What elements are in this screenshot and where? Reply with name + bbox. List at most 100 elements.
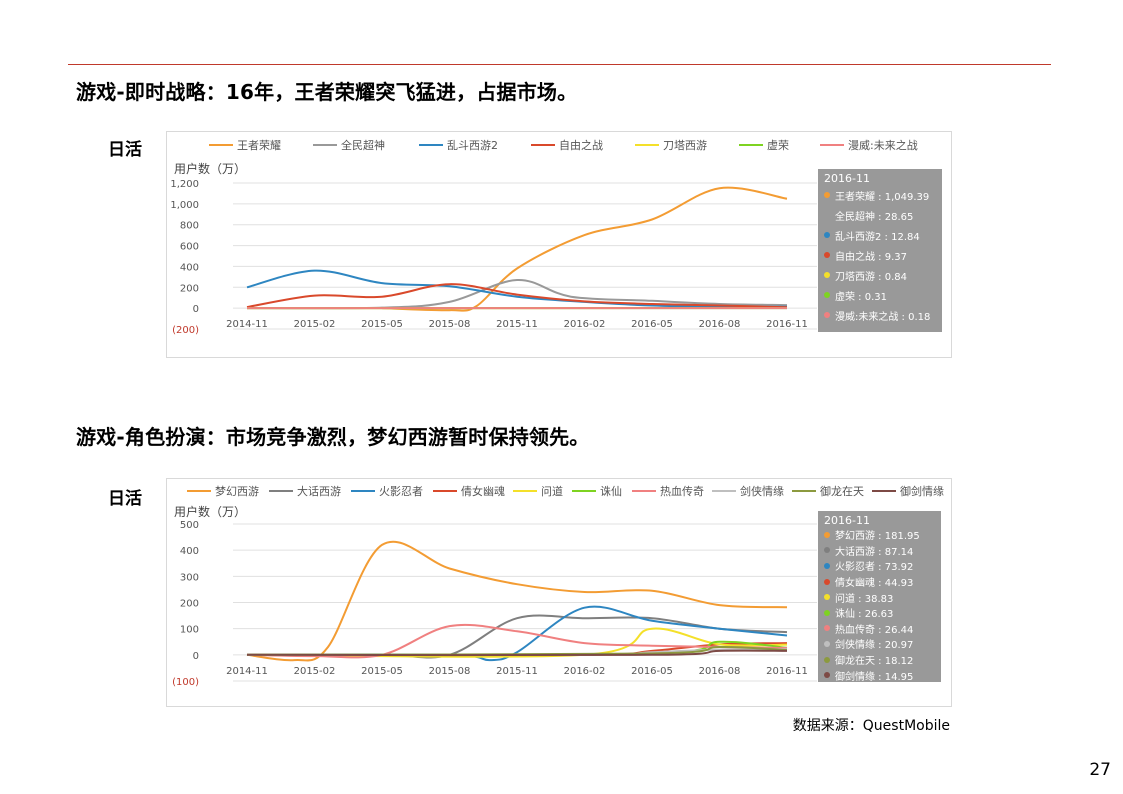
chart-rts-svg: 1,200 1,000 800 600 400 200 0 (200) 用户数（万） 2014-1… [170,138,917,336]
tooltip-label: 刀塔西游 : 0.84 [835,271,907,283]
tooltip-row: 自由之战 : 9.37 [818,245,942,265]
legend-label: 乱斗西游2 [447,139,498,152]
y-tick-label: 500 [180,520,199,531]
tooltip-dot [824,252,830,258]
tooltip-row: 全民超神 : 28.65 [818,205,942,225]
series-line [246,623,788,659]
tooltip-row: 大话西游 : 87.14 [818,543,941,559]
series-line [381,186,788,312]
y-tick-label: (100) [172,677,199,688]
dau-label-rts: 日活 [108,140,142,160]
x-tick-label: 2015-05 [361,319,403,330]
tooltip-label: 大话西游 : 87.14 [835,546,914,558]
series-line [246,269,788,308]
dau-label-rpg: 日活 [108,489,142,509]
tooltip-dot [824,625,830,632]
legend-label: 刀塔西游 [663,139,707,152]
series-line [246,540,788,662]
tooltip-dot [824,272,830,278]
y-tick-label: 200 [180,283,199,294]
legend-label: 热血传奇 [660,484,704,498]
y-tick-label: (200) [172,325,199,336]
chart-rpg-tooltip: 2016-11 梦幻西游 : 181.95 大话西游 : 87.14 火影忍者 : … [818,511,941,683]
tooltip-dot [824,640,830,647]
legend-label: 剑侠情缘 [740,484,784,498]
tooltip-row: 虚荣 : 0.31 [818,285,942,305]
tooltip-row: 御剑情缘 : 14.95 [818,667,941,683]
tooltip-dot [824,232,830,238]
legend-label: 问道 [541,484,563,498]
x-tick-label: 2015-02 [294,666,336,677]
legend-label: 御剑情缘 [900,484,944,498]
x-tick-label: 2016-02 [564,319,606,330]
x-tick-label: 2014-11 [226,666,268,677]
tooltip-label: 御龙在天 : 18.12 [835,656,914,668]
chart-rpg: 500 400 300 200 100 0 (100) 用户数（万） 2014-11 2015-0… [166,478,952,707]
legend-label: 虚荣 [767,139,789,152]
y-tick-label: 0 [193,304,199,315]
tooltip-label: 火影忍者 : 73.92 [835,562,914,574]
tooltip-label: 诛仙 : 26.63 [835,609,894,621]
legend-label: 大话西游 [297,484,341,498]
tooltip-row: 诛仙 : 26.63 [818,605,941,621]
tooltip-dot [824,578,830,585]
tooltip-dot [824,594,830,601]
x-tick-label: 2016-05 [631,666,673,677]
tooltip-label: 剑侠情缘 : 20.97 [835,640,914,652]
tooltip-dot [824,656,830,663]
legend-label: 倩女幽魂 [461,484,505,498]
tooltip-label: 御剑情缘 : 14.95 [835,671,914,683]
x-tick-label: 2015-05 [361,666,403,677]
tooltip-date: 2016-11 [824,514,870,527]
y-axis-label: 用户数（万） [174,504,246,519]
tooltip-label: 自由之战 : 9.37 [835,251,907,263]
y-tick-label: 100 [180,625,199,636]
y-tick-label: 800 [180,221,199,232]
tooltip-row: 漫威:未来之战 : 0.18 [818,305,942,325]
tooltip-dot [824,292,830,298]
tooltip-label: 乱斗西游2 : 12.84 [835,231,920,243]
top-divider [68,64,1051,65]
section-title-rpg: 游戏-角色扮演：市场竞争激烈，梦幻西游暂时保持领先。 [76,425,590,449]
tooltip-label: 问道 : 38.83 [835,593,894,605]
tooltip-dot [824,547,830,554]
tooltip-row: 热血传奇 : 26.44 [818,621,941,637]
tooltip-row: 王者荣耀 : 1,049.39 [818,185,942,205]
chart-rts: 1,200 1,000 800 600 400 200 0 (200) 用户数（万） 2014-1… [166,131,952,358]
section-title-rts: 游戏-即时战略：16年，王者荣耀突飞猛进，占据市场。 [76,80,578,104]
legend-label: 梦幻西游 [215,485,259,498]
x-tick-label: 2015-08 [429,319,471,330]
tooltip-label: 虚荣 : 0.31 [835,291,887,303]
series-line [246,283,788,309]
tooltip-date: 2016-11 [824,172,870,185]
x-tick-label: 2016-11 [766,319,808,330]
series-line [246,649,788,657]
tooltip-row: 问道 : 38.83 [818,589,941,605]
tooltip-row: 火影忍者 : 73.92 [818,558,941,574]
y-tick-label: 600 [180,242,199,253]
x-tick-label: 2016-02 [564,666,606,677]
tooltip-dot [824,192,830,198]
legend-label: 全民超神 [341,138,385,152]
x-tick-label: 2015-08 [429,666,471,677]
y-tick-label: 1,200 [170,179,199,190]
tooltip-row: 乱斗西游2 : 12.84 [818,225,942,245]
legend-label: 火影忍者 [379,485,423,498]
tooltip-row: 剑侠情缘 : 20.97 [818,636,941,652]
tooltip-dot [824,609,830,616]
x-tick-label: 2015-11 [496,666,538,677]
x-tick-label: 2014-11 [226,319,268,330]
series-line [246,627,788,658]
tooltip-dot [824,212,830,218]
tooltip-dot [824,562,830,569]
tooltip-label: 漫威:未来之战 : 0.18 [835,311,931,323]
y-tick-label: 0 [193,651,199,662]
y-axis-label: 用户数（万） [174,161,246,176]
tooltip-label: 梦幻西游 : 181.95 [835,531,920,543]
tooltip-label: 热血传奇 : 26.44 [835,624,914,636]
legend-label: 诛仙 [600,485,622,498]
x-tick-label: 2015-02 [294,319,336,330]
tooltip-label: 王者荣耀 : 1,049.39 [835,191,930,203]
y-tick-label: 400 [180,262,199,273]
tooltip-label: 全民超神 : 28.65 [835,211,914,223]
